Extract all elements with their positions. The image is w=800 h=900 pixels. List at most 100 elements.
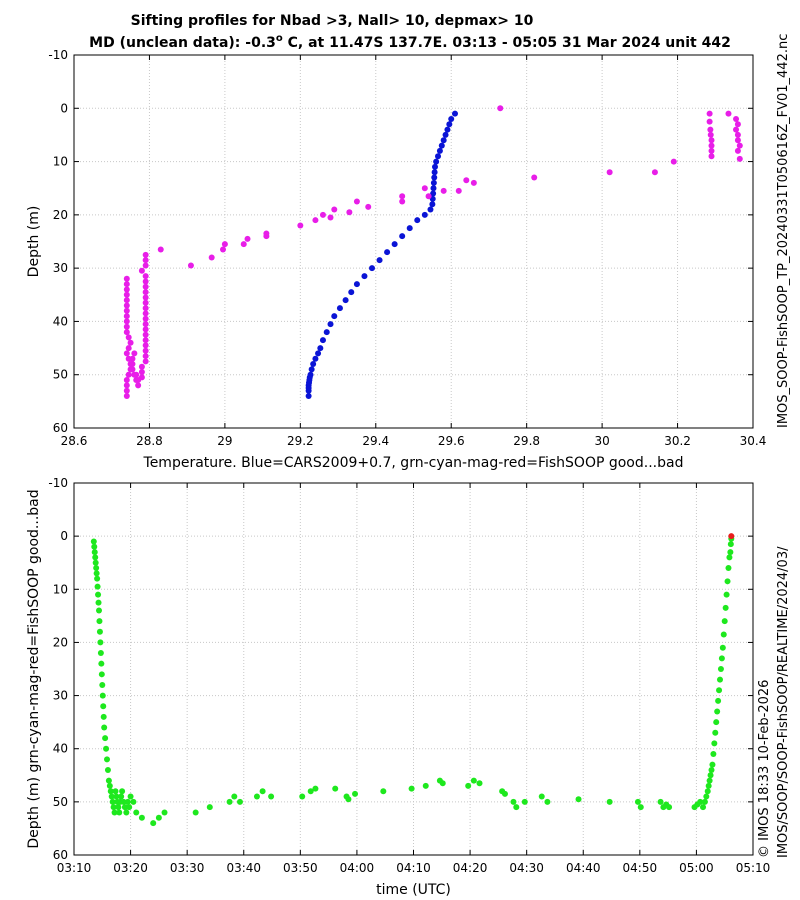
y-tick-label: 60	[53, 848, 68, 862]
blue-data-point	[315, 350, 322, 357]
green-data-point	[712, 729, 719, 736]
magenta-data-point	[123, 313, 130, 320]
x-tick-label: 05:10	[736, 861, 771, 875]
magenta-data-point	[123, 393, 130, 400]
y-tick-label: 10	[53, 155, 68, 169]
blue-data-point	[435, 153, 442, 160]
magenta-data-point	[142, 273, 149, 280]
green-data-point	[637, 804, 644, 811]
magenta-data-point	[421, 185, 428, 192]
green-data-point	[726, 554, 733, 561]
magenta-data-point	[706, 110, 713, 117]
green-data-point	[102, 735, 109, 742]
magenta-data-point	[129, 366, 136, 373]
blue-data-point	[430, 190, 437, 197]
green-data-point	[100, 703, 107, 710]
green-data-point	[101, 724, 108, 731]
green-data-point	[713, 719, 720, 726]
green-data-point	[99, 681, 106, 688]
magenta-data-point	[531, 174, 538, 181]
right-label-filename: IMOS_SOOP-FishSOOP_TP_20240331T050616Z_F…	[776, 34, 791, 428]
magenta-data-point	[353, 198, 360, 205]
green-data-point	[155, 814, 162, 821]
blue-data-point	[336, 305, 343, 312]
green-data-point	[100, 713, 107, 720]
x-axis-label: time (UTC)	[376, 882, 451, 898]
magenta-data-point	[708, 142, 715, 149]
magenta-data-point	[142, 251, 149, 258]
y-tick-label: 60	[53, 421, 68, 435]
x-tick-label: 04:10	[396, 861, 431, 875]
x-tick-label: 03:20	[113, 861, 148, 875]
magenta-data-point	[725, 110, 732, 117]
magenta-data-point	[208, 254, 215, 261]
magenta-data-point	[123, 323, 130, 330]
magenta-data-point	[220, 246, 227, 253]
green-data-point	[606, 798, 613, 805]
green-data-point	[130, 798, 137, 805]
magenta-data-point	[123, 281, 130, 288]
blue-data-point	[444, 126, 451, 133]
magenta-data-point	[123, 377, 130, 384]
green-data-point	[92, 559, 99, 566]
blue-data-point	[317, 345, 324, 352]
green-data-point	[718, 655, 725, 662]
green-data-point	[97, 639, 104, 646]
green-data-point	[312, 785, 319, 792]
magenta-data-point	[135, 382, 142, 389]
green-data-point	[721, 618, 728, 625]
green-data-point	[95, 599, 102, 606]
green-data-point	[717, 666, 724, 672]
green-data-point	[538, 793, 545, 800]
green-data-point	[727, 541, 734, 548]
green-data-point	[544, 798, 551, 805]
magenta-data-point	[346, 209, 353, 216]
blue-data-point	[342, 297, 349, 304]
green-data-point	[108, 793, 115, 800]
green-data-point	[704, 788, 711, 795]
y-axis-label: Depth (m) grn-cyan-mag-red=FishSOOP good…	[26, 489, 42, 848]
green-data-point	[720, 631, 727, 638]
blue-data-point	[421, 211, 428, 218]
green-data-point	[110, 804, 117, 811]
magenta-data-point	[440, 187, 447, 194]
magenta-data-point	[125, 345, 132, 352]
green-data-point	[150, 820, 157, 827]
green-data-point	[112, 788, 119, 795]
green-data-point	[96, 628, 103, 635]
x-tick-label: 05:00	[679, 861, 714, 875]
green-data-point	[634, 798, 641, 805]
green-data-point	[104, 766, 111, 773]
magenta-data-point	[706, 118, 713, 125]
green-data-point	[103, 745, 110, 752]
green-data-point	[116, 809, 123, 816]
magenta-data-point	[127, 339, 134, 346]
blue-data-point	[399, 233, 406, 240]
x-tick-label: 29.4	[362, 434, 389, 448]
y-tick-label: -10	[48, 476, 68, 490]
green-data-point	[521, 798, 528, 805]
magenta-data-point	[708, 147, 715, 154]
magenta-data-point	[244, 235, 251, 242]
blue-data-point	[348, 289, 355, 296]
x-tick-label: 03:40	[226, 861, 261, 875]
x-tick-label: 04:20	[453, 861, 488, 875]
green-data-point	[439, 780, 446, 787]
x-tick-label: 29.8	[513, 434, 540, 448]
magenta-data-point	[263, 233, 270, 240]
green-data-point	[259, 788, 266, 795]
green-data-point	[703, 793, 710, 800]
green-data-point	[96, 618, 103, 625]
green-data-point	[105, 777, 112, 784]
blue-data-point	[414, 217, 421, 224]
green-data-point	[106, 782, 113, 789]
magenta-data-point	[133, 377, 140, 384]
y-tick-label: 0	[60, 529, 68, 543]
x-tick-label: 29.6	[438, 434, 465, 448]
blue-data-point	[451, 110, 458, 117]
green-data-point	[206, 804, 213, 811]
magenta-data-point	[131, 371, 138, 378]
title-line-2-rest: C, at 11.47S 137.7E. 03:13 - 05:05 31 Ma…	[283, 35, 731, 51]
green-data-point	[709, 761, 716, 768]
green-data-point	[231, 793, 238, 800]
